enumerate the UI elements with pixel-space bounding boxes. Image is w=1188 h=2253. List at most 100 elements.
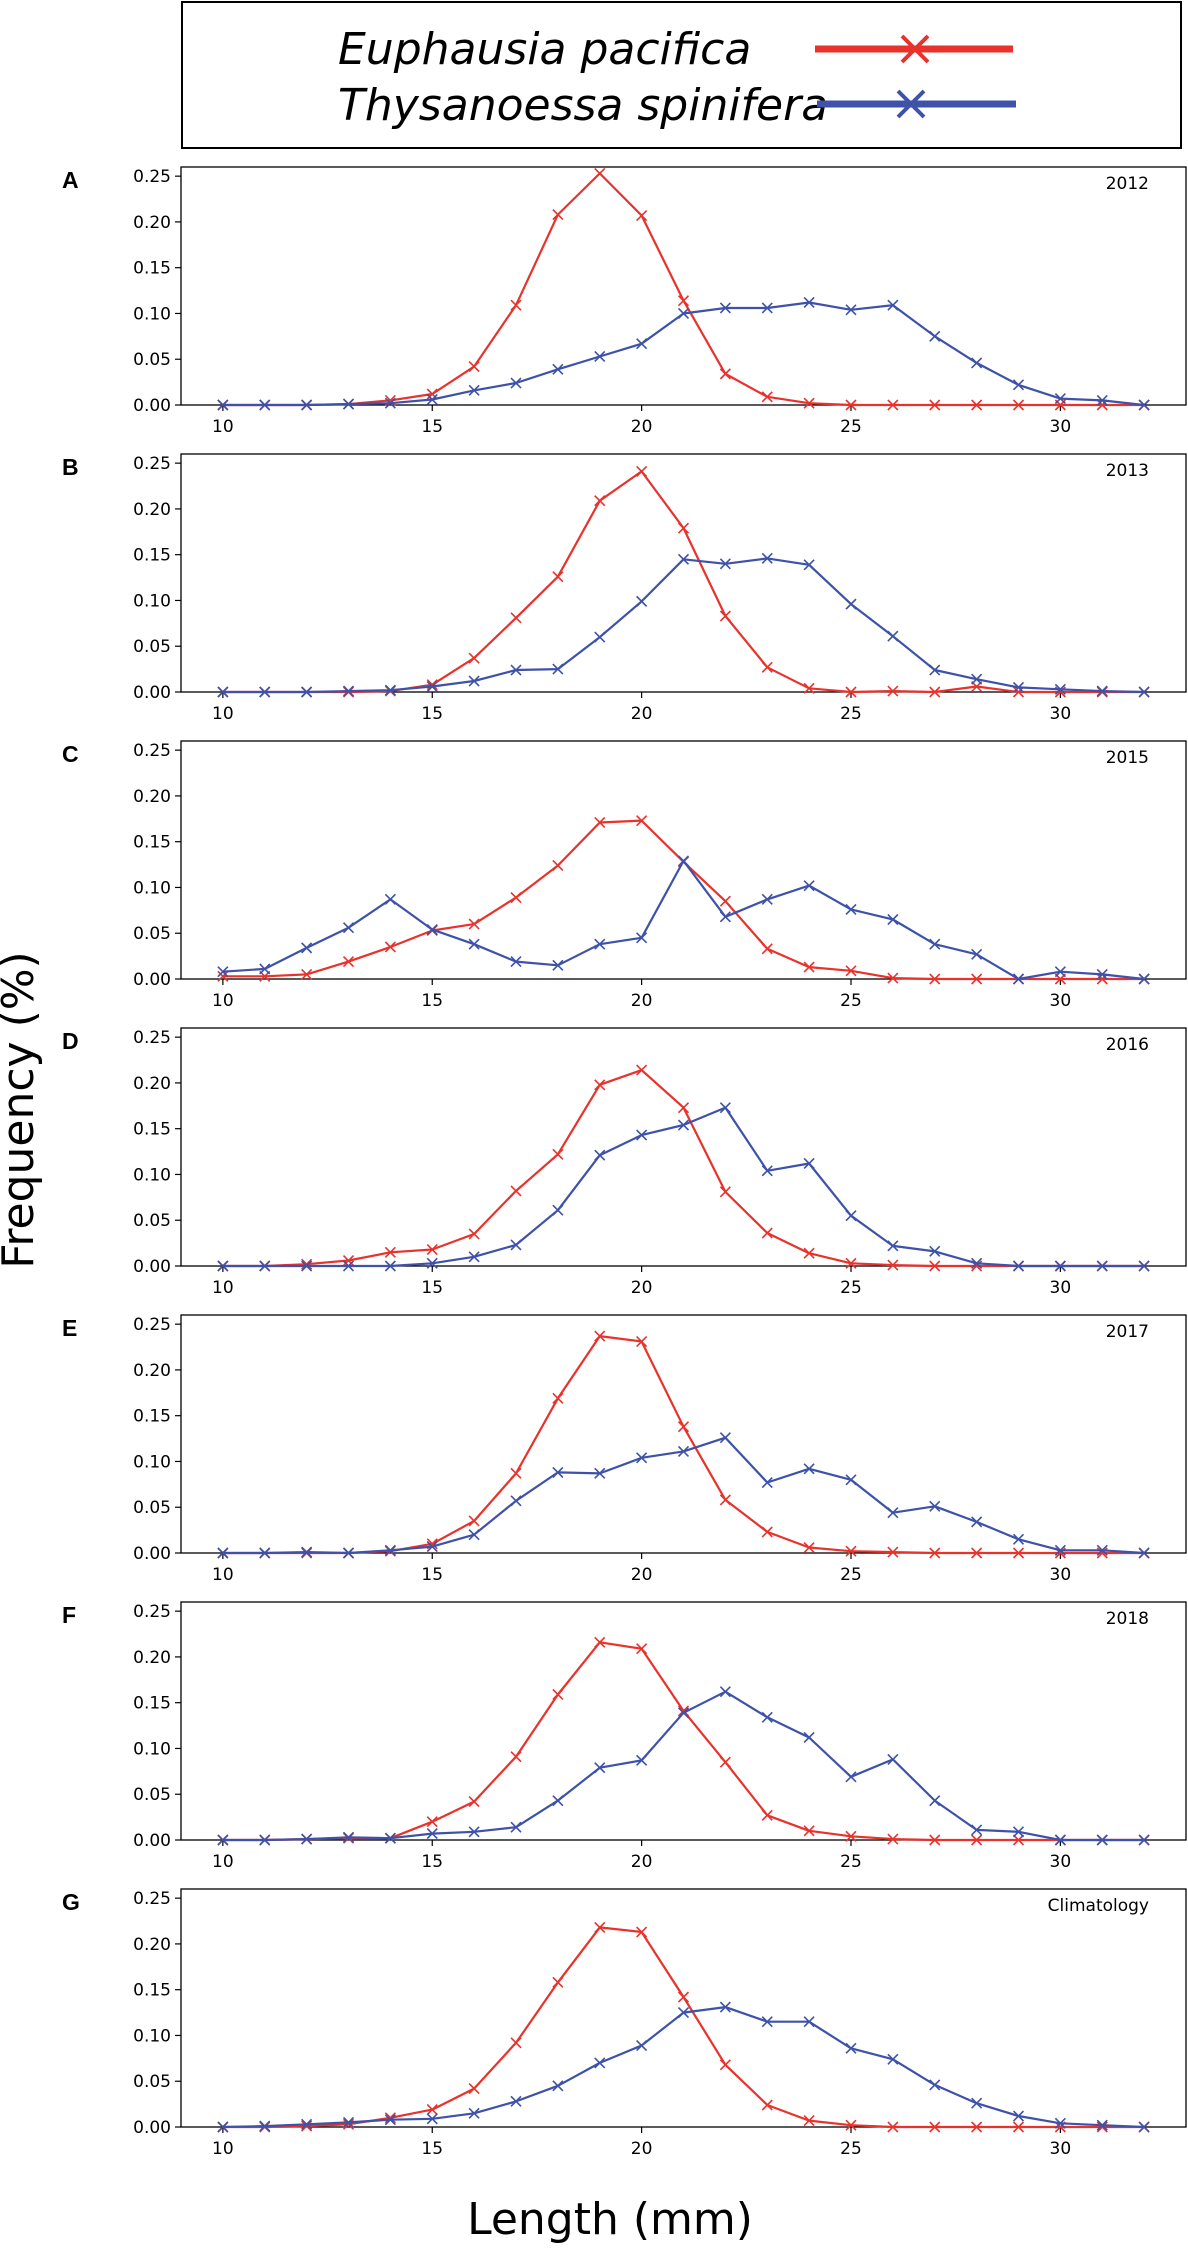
data-point-euphausia-pacifica	[803, 1825, 815, 1837]
y-tick-label: 0.10	[133, 1739, 171, 1759]
y-tick-label: 0.05	[133, 1785, 171, 1805]
series-line-euphausia-pacifica	[222, 1334, 1145, 1555]
data-point-euphausia-pacifica	[1096, 2121, 1108, 2133]
data-point-euphausia-pacifica	[761, 1526, 773, 1538]
x-tick-label: 25	[840, 704, 862, 724]
data-point-thysanoessa-spinifera	[1054, 1260, 1066, 1272]
x-tick-label: 30	[1050, 1278, 1072, 1298]
data-point-thysanoessa-spinifera	[384, 1544, 396, 1556]
y-tick-label: 0.00	[133, 1544, 171, 1564]
data-point-euphausia-pacifica	[971, 1834, 983, 1846]
data-point-thysanoessa-spinifera	[468, 1529, 480, 1541]
data-point-thysanoessa-spinifera	[468, 2107, 480, 2119]
y-tick-label: 0.20	[133, 1074, 171, 1094]
data-point-thysanoessa-spinifera	[636, 338, 648, 350]
data-point-thysanoessa-spinifera	[761, 552, 773, 564]
data-point-euphausia-pacifica	[594, 1636, 606, 1648]
x-tick-label: 10	[212, 991, 234, 1011]
series-line-thysanoessa-spinifera	[222, 1690, 1145, 1842]
data-point-thysanoessa-spinifera	[594, 350, 606, 363]
panel-title: 2015	[1106, 748, 1149, 768]
y-tick-label: 0.00	[133, 396, 171, 416]
data-point-thysanoessa-spinifera	[552, 959, 564, 971]
panel-letter: C	[62, 741, 79, 767]
y-tick-label: 0.20	[133, 213, 171, 233]
y-tick-label: 0.25	[133, 1315, 171, 1335]
data-point-euphausia-pacifica	[636, 1064, 648, 1076]
panel-letter: D	[62, 1028, 79, 1054]
data-point-euphausia-pacifica	[594, 1079, 606, 1091]
data-point-euphausia-pacifica	[803, 1247, 815, 1259]
x-tick-label: 25	[840, 991, 862, 1011]
data-point-euphausia-pacifica	[761, 943, 773, 955]
data-point-euphausia-pacifica	[510, 1185, 522, 1197]
data-point-thysanoessa-spinifera	[677, 2007, 690, 2019]
x-tick-label: 20	[631, 417, 653, 437]
data-point-thysanoessa-spinifera	[384, 397, 396, 409]
data-point-thysanoessa-spinifera	[1012, 1260, 1025, 1272]
x-tick-label: 30	[1050, 2139, 1072, 2159]
data-point-euphausia-pacifica	[719, 1494, 731, 1506]
y-tick-label: 0.15	[133, 546, 171, 566]
data-point-thysanoessa-spinifera	[1096, 394, 1108, 406]
data-point-euphausia-pacifica	[636, 1926, 648, 1938]
data-point-thysanoessa-spinifera	[677, 1445, 690, 1457]
data-point-thysanoessa-spinifera	[510, 377, 522, 389]
data-point-thysanoessa-spinifera	[594, 1467, 606, 1479]
panel-title: 2016	[1106, 1035, 1149, 1055]
data-point-thysanoessa-spinifera	[1054, 2117, 1066, 2129]
data-point-thysanoessa-spinifera	[971, 2097, 983, 2109]
data-point-euphausia-pacifica	[929, 2121, 941, 2133]
data-point-euphausia-pacifica	[636, 465, 648, 477]
panel-letter: E	[62, 1315, 77, 1341]
data-point-thysanoessa-spinifera	[845, 903, 857, 915]
data-point-euphausia-pacifica	[971, 2121, 983, 2133]
data-point-thysanoessa-spinifera	[510, 1495, 522, 1507]
data-point-thysanoessa-spinifera	[1138, 686, 1150, 698]
data-point-thysanoessa-spinifera	[719, 911, 731, 923]
data-point-thysanoessa-spinifera	[468, 938, 480, 950]
data-point-euphausia-pacifica	[510, 891, 522, 904]
data-point-thysanoessa-spinifera	[259, 1547, 271, 1559]
data-point-thysanoessa-spinifera	[342, 1260, 355, 1272]
y-tick-label: 0.05	[133, 1211, 171, 1231]
y-tick-label: 0.00	[133, 683, 171, 703]
data-point-thysanoessa-spinifera	[929, 1500, 941, 1512]
data-point-thysanoessa-spinifera	[636, 1452, 648, 1464]
y-tick-label: 0.25	[133, 454, 171, 474]
data-point-thysanoessa-spinifera	[971, 948, 983, 960]
data-point-thysanoessa-spinifera	[929, 664, 941, 676]
data-point-euphausia-pacifica	[845, 1257, 857, 1269]
data-point-euphausia-pacifica	[342, 1254, 355, 1267]
y-tick-label: 0.20	[133, 500, 171, 520]
data-point-thysanoessa-spinifera	[887, 913, 899, 926]
y-tick-label: 0.00	[133, 970, 171, 990]
data-point-thysanoessa-spinifera	[1012, 1826, 1025, 1838]
data-point-thysanoessa-spinifera	[761, 1711, 773, 1723]
legend-label-euphausia-pacifica: Euphausia pacifica	[338, 24, 751, 75]
y-tick-label: 0.20	[133, 787, 171, 807]
y-tick-label: 0.10	[133, 591, 171, 611]
data-point-thysanoessa-spinifera	[217, 1547, 229, 1559]
series-line-thysanoessa-spinifera	[222, 557, 1145, 694]
data-point-thysanoessa-spinifera	[1012, 379, 1025, 391]
data-point-thysanoessa-spinifera	[761, 302, 773, 314]
data-point-thysanoessa-spinifera	[971, 1257, 983, 1269]
x-tick-label: 30	[1050, 1565, 1072, 1585]
data-point-thysanoessa-spinifera	[342, 1547, 355, 1559]
y-tick-label: 0.15	[133, 833, 171, 853]
data-point-euphausia-pacifica	[552, 1148, 564, 1160]
data-point-thysanoessa-spinifera	[384, 1260, 396, 1272]
x-tick-label: 15	[421, 1852, 443, 1872]
legend-box	[181, 1, 1182, 149]
data-point-thysanoessa-spinifera	[594, 631, 606, 643]
data-point-thysanoessa-spinifera	[887, 1507, 899, 1519]
data-point-thysanoessa-spinifera	[594, 1762, 606, 1774]
data-point-euphausia-pacifica	[426, 1243, 438, 1256]
panel-title: 2013	[1106, 461, 1149, 481]
data-point-euphausia-pacifica	[929, 399, 941, 411]
data-point-thysanoessa-spinifera	[929, 938, 941, 950]
data-point-thysanoessa-spinifera	[1054, 393, 1066, 405]
data-point-thysanoessa-spinifera	[1096, 1834, 1108, 1846]
data-point-thysanoessa-spinifera	[1054, 1544, 1066, 1556]
